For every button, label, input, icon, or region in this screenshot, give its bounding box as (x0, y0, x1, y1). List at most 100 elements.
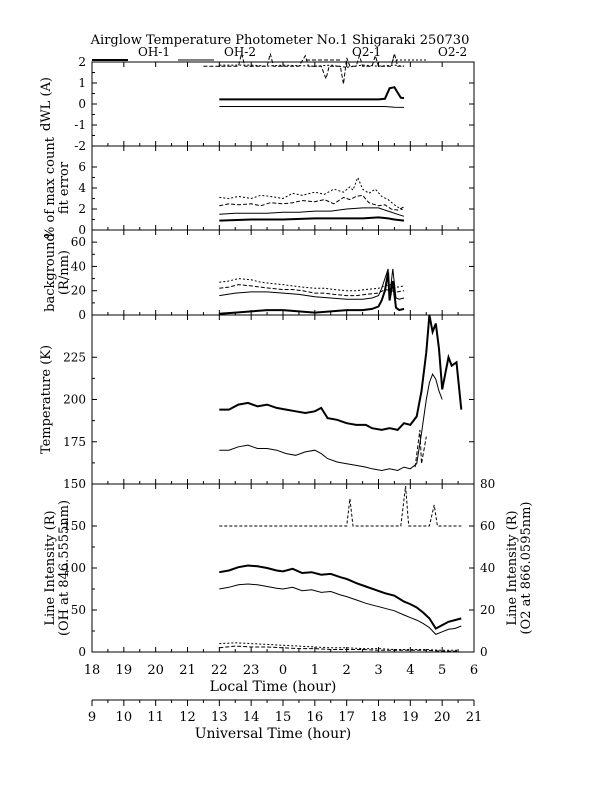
series-temp-oh-2 (219, 372, 443, 472)
y-axis-label: Line Intensity (R) (43, 510, 58, 625)
y-axis-label: (OH at 846.5555nm) (57, 500, 72, 636)
y-tick-label: 0 (78, 97, 86, 111)
x-local-tick-label: 22 (211, 663, 228, 678)
x-local-tick-label: 0 (279, 663, 287, 678)
x-local-tick-label: 21 (179, 663, 196, 678)
ut-tick-label: 19 (402, 710, 419, 725)
panel-temp: 225 200 175 150 Temperature (K) (39, 314, 475, 491)
legend-label-oh-2: OH-2 (224, 45, 256, 59)
series-dwl-o2-1 (203, 53, 404, 85)
x-local-tick-label: 5 (438, 663, 446, 678)
y-axis-label: dWL (A) (39, 77, 54, 131)
y-right-axis-label: Line Intensity (R) (505, 510, 520, 625)
y-tick-label: 225 (63, 350, 86, 364)
y-tick-label: 100 (63, 561, 86, 575)
y-right-tick-label: 40 (480, 561, 495, 575)
y-tick-label: 6 (78, 160, 86, 174)
ut-tick-label: 17 (338, 710, 355, 725)
y-axis-label: % of max count (43, 136, 58, 239)
y-right-tick-label: 80 (480, 477, 495, 491)
series-fit-o2-2 (219, 176, 405, 211)
y-tick-label: 150 (63, 477, 86, 491)
series-fit-o2-1 (219, 194, 405, 211)
chart-title: Airglow Temperature Photometer No.1 Shig… (90, 33, 470, 48)
y-tick-label: 150 (63, 519, 86, 533)
y-tick-label: -2 (74, 139, 86, 153)
series-bg-oh-1 (219, 272, 405, 315)
y-right-tick-label: 0 (480, 645, 488, 659)
ut-tick-label: 13 (211, 710, 228, 725)
x-local-tick-label: 23 (243, 663, 260, 678)
series-bg-o2-2 (219, 278, 405, 292)
y-axis-label: fit error (57, 161, 72, 214)
x-local-tick-label: 18 (84, 663, 101, 678)
series-dwl-oh-2 (219, 106, 405, 108)
y-tick-label: 200 (63, 393, 86, 407)
panel-frame (91, 229, 475, 316)
x-local-tick-label: 3 (374, 663, 382, 678)
panel-bg: 60 40 20 0 background (R/nm) (43, 229, 475, 322)
x-local-tick-label: 1 (311, 663, 319, 678)
y-axis-label: background (43, 233, 58, 312)
ut-tick-label: 14 (243, 710, 260, 725)
series-bg-oh-2 (219, 268, 405, 300)
y-axis-label: (R/nm) (57, 250, 72, 295)
x-local-tick-label: 19 (116, 663, 133, 678)
x-local-axis-label: Local Time (hour) (210, 679, 337, 695)
ut-axis-label: Universal Time (hour) (195, 726, 352, 742)
ut-tick-label: 16 (307, 710, 324, 725)
y-tick-label: 60 (71, 235, 86, 249)
y-tick-label: 2 (78, 55, 86, 69)
y-tick-label: -1 (74, 118, 86, 132)
y-tick-label: 0 (78, 223, 86, 237)
series-dwl-o2-2 (219, 64, 405, 68)
y-tick-label: 2 (78, 202, 86, 216)
x-local-tick-label: 6 (470, 663, 478, 678)
panel-frame (91, 483, 475, 653)
series-fit-oh-1 (219, 216, 405, 222)
series-intensity-oh-1 (219, 564, 462, 630)
series-intensity-o2-1 (219, 486, 462, 527)
series-temp-oh-1 (219, 314, 463, 431)
panel-frame (91, 145, 475, 231)
series-intensity-o2-2 (219, 642, 459, 651)
y-right-tick-label: 20 (480, 603, 495, 617)
series-temp-o2-1 (414, 429, 427, 468)
panel-frame (91, 61, 475, 147)
x-local-tick-label: 2 (343, 663, 351, 678)
y-tick-label: 40 (71, 259, 86, 273)
y-tick-label: 1 (78, 76, 86, 90)
series-bg-o2-1 (219, 284, 405, 297)
x-local-tick-label: 20 (147, 663, 164, 678)
ut-tick-label: 18 (370, 710, 387, 725)
panel-frame (91, 314, 475, 485)
y-tick-label: 0 (78, 308, 86, 322)
y-tick-label: 20 (71, 284, 86, 298)
y-right-tick-label: 60 (480, 519, 495, 533)
ut-tick-label: 10 (116, 710, 133, 725)
ut-tick-label: 11 (147, 710, 164, 725)
ut-tick-label: 21 (466, 710, 483, 725)
panel-fit: 6 4 2 0 % of max count fit error (43, 136, 475, 239)
panel-dwl: 2 1 0 -1 -2 dWL (A) (39, 53, 475, 153)
series-fit-oh-2 (219, 207, 405, 217)
ut-tick-label: 12 (179, 710, 196, 725)
legend-label-o2-2: O2-2 (438, 45, 467, 59)
y-tick-label: 0 (78, 645, 86, 659)
y-tick-label: 4 (78, 181, 86, 195)
series-intensity-oh-2 (219, 583, 462, 635)
x-local-tick-label: 4 (406, 663, 414, 678)
ut-tick-label: 20 (434, 710, 451, 725)
legend-label-o2-1: O2-1 (352, 45, 381, 59)
y-right-axis-label: (O2 at 866.0595nm) (519, 501, 534, 634)
y-axis-label: Temperature (K) (39, 345, 54, 454)
series-intensity-o2-1 (219, 645, 459, 652)
series-dwl-oh-1 (219, 86, 405, 101)
ut-tick-label: 15 (275, 710, 292, 725)
ut-tick-label: 9 (88, 710, 96, 725)
y-tick-label: 50 (71, 603, 86, 617)
